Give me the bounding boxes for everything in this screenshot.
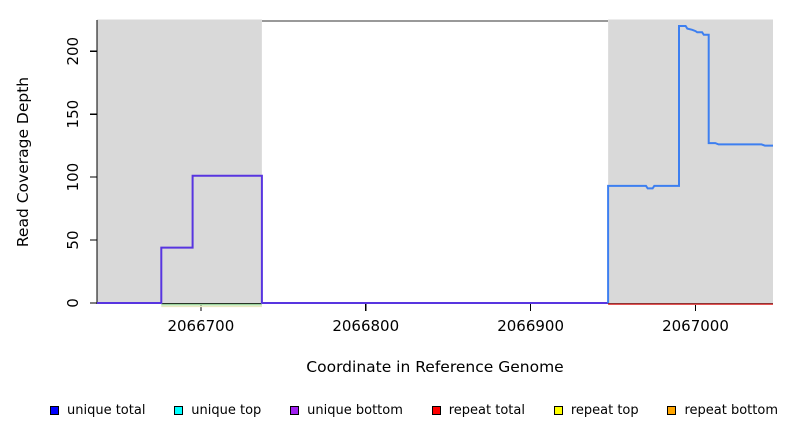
legend-swatch-icon <box>431 405 441 415</box>
coverage-plot: 0 50 100 150 200 2066700 2066800 2066900 2067000… <box>14 19 773 376</box>
x-tick-label: 2066800 <box>332 317 399 335</box>
legend-swatch-icon <box>667 405 677 415</box>
series-unique-total-coverage <box>607 25 773 303</box>
legend-label: unique top <box>191 402 262 418</box>
legend-item: unique total <box>50 404 145 417</box>
legend-swatch-icon <box>553 405 563 415</box>
y-axis-title: Read Coverage Depth <box>14 77 32 247</box>
y-tick-label: 150 <box>64 100 82 129</box>
legend-label: unique bottom <box>307 402 403 418</box>
legend-item: repeat bottom <box>667 404 778 417</box>
legend-label: unique total <box>67 402 146 418</box>
left-repeat-region <box>97 19 262 303</box>
legend-item: repeat top <box>553 402 639 418</box>
x-tick-label: 2066900 <box>497 317 564 335</box>
legend: unique total unique top unique bottom repea… <box>0 395 792 425</box>
legend-label: repeat bottom <box>684 402 778 418</box>
x-tick-label: 2067000 <box>662 317 729 335</box>
y-tick-label: 100 <box>64 163 82 192</box>
legend-item: unique top <box>174 404 261 417</box>
right-repeat-region <box>608 19 773 303</box>
x-axis-title: Coordinate in Reference Genome <box>306 358 563 376</box>
x-tick-label: 2066700 <box>167 317 234 335</box>
legend-item: unique bottom <box>290 404 403 417</box>
legend-swatch-icon <box>174 405 184 415</box>
legend-item: repeat total <box>431 402 525 418</box>
y-tick-label: 200 <box>64 37 82 66</box>
y-tick-label: 0 <box>64 298 82 308</box>
y-tick-label: 50 <box>64 231 82 250</box>
legend-swatch-icon <box>50 405 59 415</box>
legend-label: repeat total <box>448 402 525 418</box>
series-unique-bottom-coverage <box>97 174 609 304</box>
legend-swatch-icon <box>290 405 300 415</box>
legend-label: repeat top <box>570 402 639 418</box>
